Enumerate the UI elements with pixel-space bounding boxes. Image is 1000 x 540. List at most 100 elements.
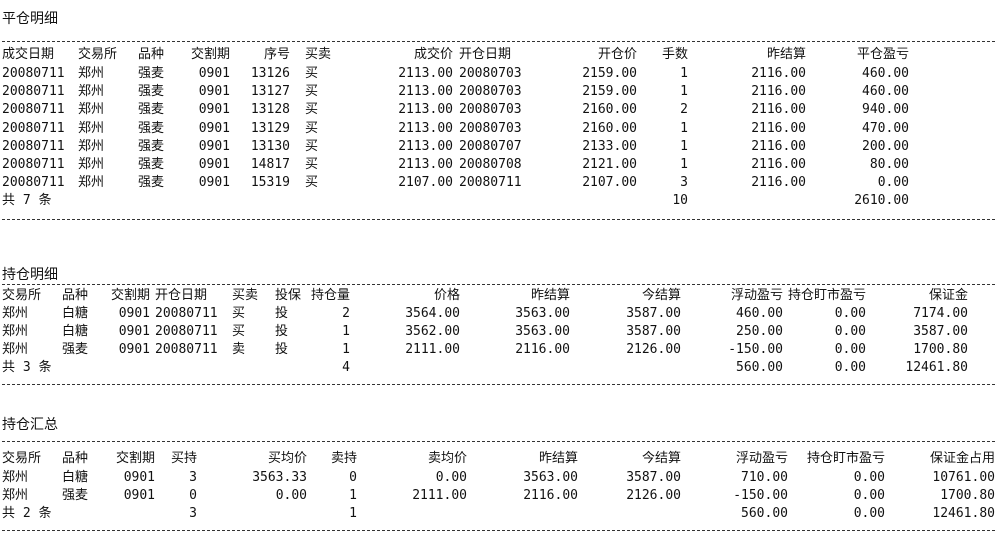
row-lots: 3: [680, 175, 688, 191]
row-close-pnl: 0.00: [877, 175, 909, 191]
row-sell-qty: 0: [349, 470, 357, 485]
row-sell-avg: 2111.00: [412, 488, 467, 503]
row-open-date: 20080711: [155, 342, 218, 357]
row-prev-settle: 2116.00: [751, 102, 806, 118]
row-product: 强麦: [138, 138, 165, 154]
row-product: 强麦: [62, 488, 89, 503]
row-open-price: 2159.00: [582, 84, 637, 100]
row-serial: 13127: [250, 84, 290, 100]
header-delivery: 交割期: [190, 47, 230, 62]
row-delivery: 0901: [123, 470, 155, 485]
row-delivery: 0901: [198, 175, 230, 191]
row-open-price: 2121.00: [582, 157, 637, 172]
row-trade-date: 20080711: [2, 157, 65, 172]
row-buy-avg: 3563.33: [252, 470, 307, 485]
total-close-pnl: 2610.00: [854, 193, 909, 209]
row-open-price: 2107.00: [582, 175, 637, 191]
header-mtm-pnl: 持仓盯市盈亏: [806, 451, 885, 466]
row-trade-price: 2113.00: [398, 138, 453, 154]
total-position: 4: [342, 360, 350, 375]
row-delivery: 0901: [118, 306, 150, 321]
header-trade-date: 成交日期: [2, 47, 55, 62]
total-float-pnl: 560.00: [741, 506, 788, 521]
row-lots: 1: [680, 157, 688, 172]
header-exchange: 交易所: [2, 451, 42, 466]
row-trade-price: 2113.00: [398, 120, 453, 136]
row-open-date: 20080711: [459, 175, 522, 191]
row-product: 强麦: [138, 102, 165, 118]
row-close-pnl: 200.00: [862, 138, 909, 154]
row-float-pnl: 250.00: [736, 324, 783, 339]
row-exchange: 郑州: [2, 470, 29, 485]
total-mtm-pnl: 0.00: [853, 506, 885, 521]
row-serial: 15319: [250, 175, 290, 191]
row-open-date: 20080703: [459, 66, 522, 81]
header-delivery: 交割期: [110, 288, 150, 303]
row-product: 强麦: [138, 66, 165, 81]
row-product: 白糖: [62, 470, 89, 485]
row-lots: 1: [680, 84, 688, 100]
row-mtm-pnl: 0.00: [834, 324, 866, 339]
row-prev-settle: 2116.00: [751, 84, 806, 100]
row-hedge: 投: [275, 306, 289, 321]
row-open-date: 20080703: [459, 102, 522, 118]
header-position: 持仓量: [310, 288, 350, 303]
row-buy-avg: 0.00: [275, 488, 307, 503]
header-sell-qty: 卖持: [330, 451, 357, 466]
row-margin-used: 1700.80: [940, 488, 995, 503]
header-margin-used: 保证金占用: [929, 451, 995, 466]
row-lots: 1: [680, 66, 688, 81]
row-product: 强麦: [138, 175, 165, 191]
header-prev-settle: 昨结算: [530, 288, 570, 303]
total-sell-qty: 1: [349, 506, 357, 521]
header-buy-qty: 买持: [170, 451, 197, 466]
header-settle: 今结算: [641, 451, 681, 466]
row-price: 3562.00: [405, 324, 460, 339]
row-sell-avg: 0.00: [435, 470, 467, 485]
row-serial: 13129: [250, 120, 290, 136]
row-exchange: 郑州: [78, 84, 105, 100]
row-side: 买: [305, 102, 319, 118]
row-margin: 7174.00: [913, 306, 968, 321]
total-exchange: 共 3 条: [2, 360, 52, 375]
row-trade-date: 20080711: [2, 120, 65, 136]
row-delivery: 0901: [198, 120, 230, 136]
header-mtm-pnl: 持仓盯市盈亏: [787, 288, 866, 303]
row-side: 买: [305, 84, 319, 100]
header-prev-settle: 昨结算: [538, 451, 578, 466]
header-side: 买卖: [305, 47, 332, 62]
row-lots: 2: [680, 102, 688, 118]
row-buy-qty: 0: [189, 488, 197, 503]
row-open-date: 20080708: [459, 157, 522, 172]
row-trade-price: 2107.00: [398, 175, 453, 191]
section-title: 持仓明细: [2, 267, 58, 283]
row-trade-price: 2113.00: [398, 102, 453, 118]
section-title: 平仓明细: [2, 11, 58, 27]
row-delivery: 0901: [198, 138, 230, 154]
row-delivery: 0901: [198, 84, 230, 100]
row-trade-date: 20080711: [2, 175, 65, 191]
row-prev-settle: 3563.00: [523, 470, 578, 485]
row-settle: 3587.00: [626, 324, 681, 339]
row-delivery: 0901: [198, 102, 230, 118]
row-float-pnl: -150.00: [728, 342, 783, 357]
row-trade-date: 20080711: [2, 84, 65, 100]
row-side: 卖: [232, 342, 246, 357]
row-side: 买: [232, 324, 246, 339]
row-prev-settle: 2116.00: [751, 157, 806, 172]
total-exchange: 共 2 条: [2, 506, 52, 521]
row-exchange: 郑州: [78, 157, 105, 172]
row-exchange: 郑州: [78, 102, 105, 118]
row-serial: 13130: [250, 138, 290, 154]
header-side: 买卖: [232, 288, 259, 303]
row-exchange: 郑州: [2, 324, 29, 339]
header-exchange: 交易所: [78, 47, 118, 62]
dashed-divider: [2, 219, 995, 220]
dashed-divider: [2, 384, 995, 385]
row-settle: 2126.00: [626, 342, 681, 357]
row-product: 强麦: [62, 342, 89, 357]
row-prev-settle: 3563.00: [515, 324, 570, 339]
row-delivery: 0901: [118, 342, 150, 357]
row-trade-date: 20080711: [2, 66, 65, 81]
row-close-pnl: 80.00: [869, 157, 909, 172]
